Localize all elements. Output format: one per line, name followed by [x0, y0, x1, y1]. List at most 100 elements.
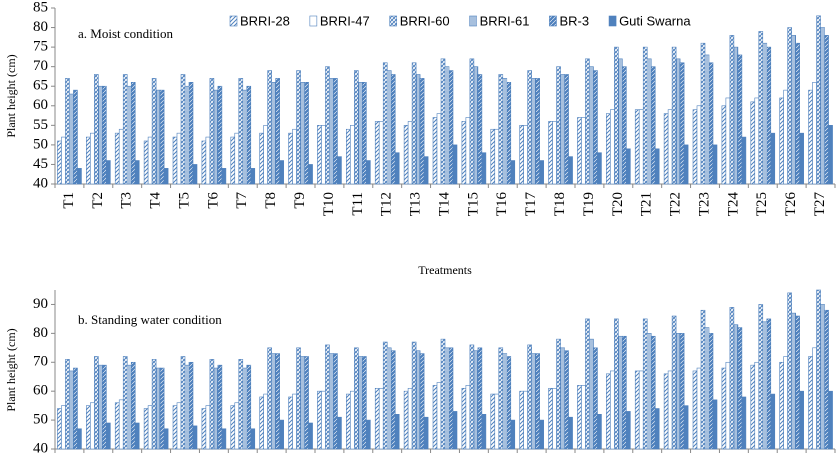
y-tick-label: 75: [33, 39, 48, 55]
bar: [366, 419, 371, 450]
bar: [350, 125, 355, 185]
bar: [448, 70, 454, 185]
bar: [824, 35, 829, 185]
bar: [209, 78, 215, 185]
bar: [440, 338, 446, 450]
bar: [593, 347, 598, 450]
bar: [102, 364, 107, 450]
bar: [704, 54, 710, 185]
bar: [436, 113, 442, 185]
bar: [279, 419, 284, 450]
bar: [610, 109, 615, 185]
bar: [440, 58, 446, 185]
x-tick-label: T15: [465, 192, 481, 216]
bar: [725, 97, 731, 185]
bar: [94, 74, 99, 185]
bar: [820, 304, 825, 450]
bar: [729, 307, 735, 450]
bar: [741, 396, 747, 450]
bar: [250, 168, 256, 185]
bar: [155, 367, 161, 450]
bar: [329, 353, 334, 450]
bar: [779, 361, 784, 450]
bar: [205, 405, 211, 450]
y-tick-label: 55: [33, 117, 48, 133]
bar: [535, 78, 540, 185]
bar: [721, 105, 727, 185]
bar: [737, 327, 743, 450]
bar: [539, 160, 544, 185]
bar: [465, 385, 471, 450]
bar: [394, 414, 400, 450]
bar: [325, 344, 330, 450]
x-tick-label: T10: [321, 192, 337, 216]
bar: [333, 353, 338, 450]
x-tick-label: T12: [379, 192, 395, 216]
legend-label: BRRI-61: [480, 13, 530, 28]
legend-swatch: [608, 15, 617, 27]
y-axis-title: Plant height (cm): [4, 328, 18, 411]
bar: [221, 168, 227, 185]
bar: [452, 144, 458, 185]
bar: [477, 347, 483, 450]
bar: [783, 356, 788, 450]
bar: [114, 402, 120, 450]
bar: [333, 78, 338, 185]
bar: [275, 78, 280, 185]
x-tick-label: T16: [494, 192, 510, 217]
bar: [799, 132, 804, 185]
bar: [626, 148, 631, 185]
bar: [292, 393, 297, 450]
bar: [791, 312, 796, 450]
bar: [65, 78, 70, 185]
bar: [317, 125, 322, 185]
annotation: a. Moist condition: [78, 26, 173, 41]
bar: [390, 350, 396, 450]
bar: [217, 364, 223, 450]
bar: [184, 85, 190, 185]
bar: [477, 74, 483, 185]
bar: [271, 82, 276, 185]
bar: [61, 405, 66, 450]
bar: [671, 315, 677, 450]
bar: [126, 85, 132, 185]
bar: [184, 364, 190, 450]
bar: [90, 132, 95, 185]
bar: [151, 359, 157, 450]
bar: [667, 109, 673, 185]
bar: [692, 109, 698, 185]
bar: [642, 46, 648, 185]
bar: [725, 361, 731, 450]
bar: [692, 370, 698, 450]
bar: [230, 405, 236, 450]
x-tick-label: T18: [552, 192, 568, 216]
x-tick-label: T27: [812, 192, 828, 217]
bar: [354, 347, 359, 450]
bar: [69, 93, 74, 185]
bar: [147, 405, 153, 450]
bar: [527, 344, 532, 450]
bar: [766, 46, 772, 185]
bar: [770, 393, 776, 450]
bar: [506, 82, 512, 185]
y-tick-label: 85: [33, 0, 48, 15]
bar: [597, 152, 602, 185]
bar: [564, 74, 569, 185]
bar: [106, 160, 111, 185]
bar: [118, 128, 124, 185]
bar: [523, 390, 528, 450]
bar: [795, 315, 800, 450]
bar: [490, 128, 496, 185]
bar: [317, 390, 322, 450]
bar: [242, 89, 248, 185]
bar: [234, 132, 240, 185]
bar: [750, 101, 756, 185]
legend-swatch: [229, 15, 238, 27]
bar: [130, 82, 136, 185]
x-tick-label: T13: [408, 192, 424, 216]
bar: [378, 121, 384, 185]
bar: [654, 408, 660, 450]
bar: [242, 367, 248, 450]
bar: [304, 356, 309, 450]
